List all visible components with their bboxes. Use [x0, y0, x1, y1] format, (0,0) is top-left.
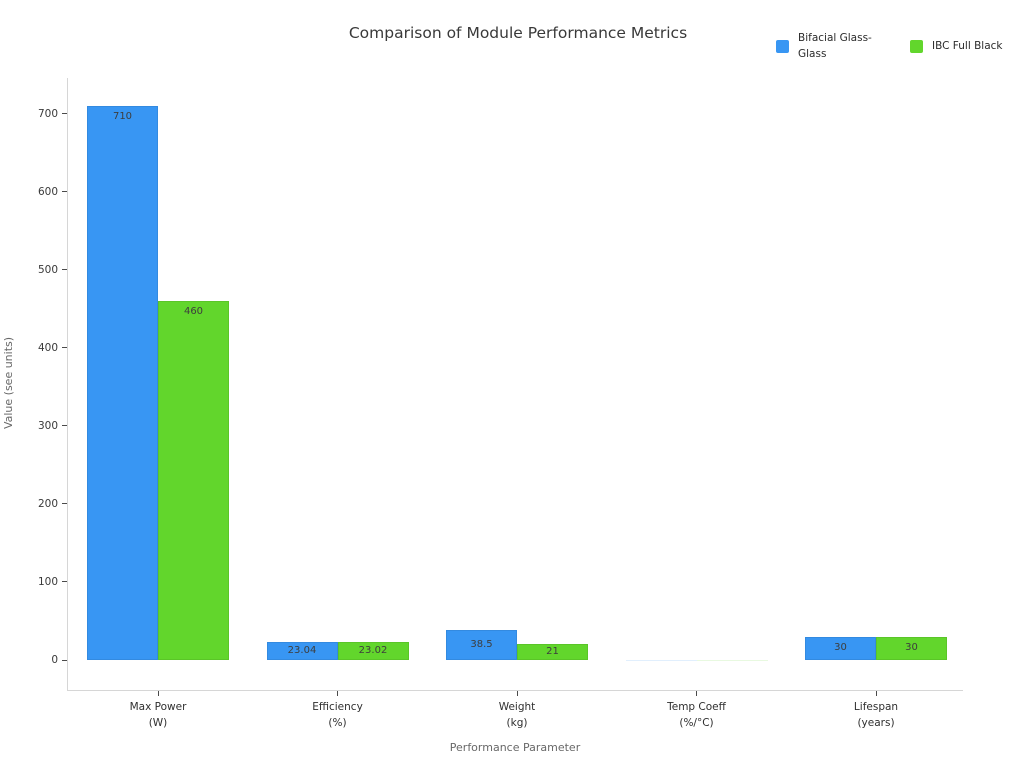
x-tick-label: Efficiency (%) — [312, 701, 363, 729]
x-axis-title: Performance Parameter — [449, 741, 581, 754]
x-tick-label: Lifespan (years) — [853, 701, 899, 729]
bar-value-label: 30 — [905, 642, 918, 654]
x-tick-label: Max Power (W) — [129, 701, 187, 729]
x-axis-spine — [67, 690, 963, 691]
y-tick-label: 400 — [37, 341, 58, 354]
y-tick-mark — [62, 269, 67, 271]
y-tick-label: 500 — [37, 263, 58, 276]
x-tick-mark — [696, 691, 697, 696]
legend-item-bifacial: Bifacial Glass-Glass — [776, 30, 884, 63]
x-tick-mark — [337, 691, 338, 696]
y-tick-mark — [62, 113, 67, 115]
bar — [87, 105, 158, 660]
x-tick-label: Weight (kg) — [498, 701, 536, 729]
y-tick-label: 600 — [37, 185, 58, 198]
bar-value-label: 460 — [183, 305, 204, 317]
bar — [337, 642, 409, 660]
y-tick-label: 300 — [37, 419, 58, 432]
x-tick-label: Temp Coeff (%/°C) — [667, 701, 726, 729]
legend-label-ibc: IBC Full Black — [932, 40, 1003, 53]
y-tick-mark — [62, 581, 67, 583]
x-tick-mark — [157, 691, 159, 696]
bar — [876, 636, 947, 660]
y-tick-label: 100 — [37, 575, 58, 588]
bar-value-label: 21 — [546, 645, 559, 657]
bar-value-label: 23.02 — [358, 645, 388, 656]
y-tick-label: 0 — [51, 654, 58, 666]
y-tick-mark — [62, 425, 67, 427]
y-tick-mark — [62, 191, 67, 193]
bar — [517, 643, 588, 660]
y-axis-title: Value (see units) — [2, 336, 15, 430]
bar-value-label: 23.04 — [287, 645, 317, 656]
legend-item-ibc: IBC Full Black — [910, 30, 1003, 63]
legend-swatch-bifacial — [776, 39, 789, 53]
y-tick-label: 200 — [37, 497, 58, 510]
y-tick-mark — [62, 503, 67, 505]
bar — [266, 642, 338, 660]
legend-swatch-ibc — [910, 39, 923, 53]
bar — [158, 300, 229, 660]
legend: Bifacial Glass-Glass IBC Full Black — [776, 30, 1003, 63]
bar — [805, 636, 876, 660]
bar — [446, 629, 517, 660]
bar-value-label: 710 — [112, 110, 133, 122]
bar — [625, 660, 697, 661]
y-axis-spine — [67, 78, 68, 690]
y-tick-mark — [62, 347, 67, 349]
bar — [696, 660, 768, 661]
bar-value-label: 38.5 — [470, 638, 493, 650]
legend-label-bifacial: Bifacial Glass-Glass — [798, 32, 872, 61]
x-tick-mark — [875, 691, 877, 696]
chart-title: Comparison of Module Performance Metrics — [348, 24, 688, 42]
bar-value-label: 30 — [834, 642, 847, 654]
x-tick-mark — [516, 691, 518, 696]
y-tick-label: 700 — [37, 107, 58, 120]
y-tick-mark — [62, 659, 67, 661]
